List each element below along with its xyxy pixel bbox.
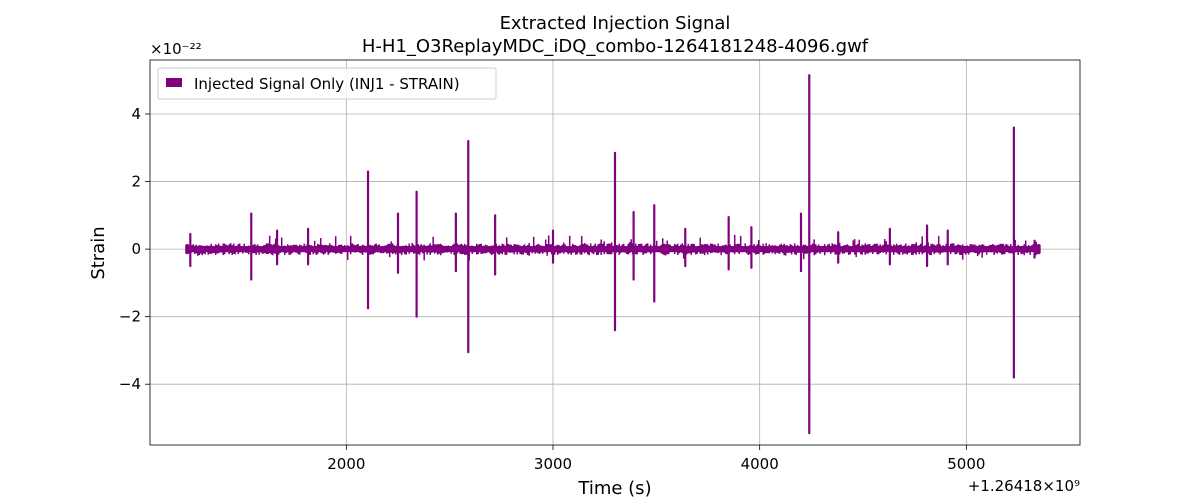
legend-box <box>157 67 497 100</box>
x-axis-label: Time (s) <box>577 478 651 499</box>
series-layer <box>185 74 1041 435</box>
legend-entry: Injected Signal Only (INJ1 - STRAIN) <box>194 75 460 93</box>
axes-frame <box>149 59 1081 446</box>
chart-title: Extracted Injection Signal <box>500 13 731 34</box>
x-tick-label: 2000 <box>327 455 365 473</box>
x-tick-label: 5000 <box>947 455 985 473</box>
x-axis-ticks: 2000 3000 4000 5000 <box>327 445 985 473</box>
x-tick-label: 4000 <box>741 455 779 473</box>
y-tick-label: 2 <box>131 173 141 191</box>
y-axis-ticks: −4 −2 0 2 4 <box>119 105 150 393</box>
x-tick-label: 3000 <box>534 455 572 473</box>
y-tick-label: 0 <box>131 240 141 258</box>
series-core-band <box>187 246 1039 253</box>
y-axis-label: Strain <box>88 226 109 279</box>
series-start-cap <box>185 244 190 255</box>
y-tick-label: −4 <box>119 375 141 393</box>
x-axis-offset: +1.26418×10⁹ <box>968 477 1080 495</box>
y-axis-multiplier: ×10⁻²² <box>150 40 202 58</box>
legend-swatch <box>166 78 182 87</box>
y-tick-label: −2 <box>119 308 141 326</box>
series-end-cap <box>1036 244 1041 255</box>
legend: Injected Signal Only (INJ1 - STRAIN) <box>157 67 497 100</box>
plot-area <box>185 74 1041 435</box>
chart-subtitle: H-H1_O3ReplayMDC_iDQ_combo-1264181248-40… <box>362 36 869 57</box>
y-tick-label: 4 <box>131 105 141 123</box>
